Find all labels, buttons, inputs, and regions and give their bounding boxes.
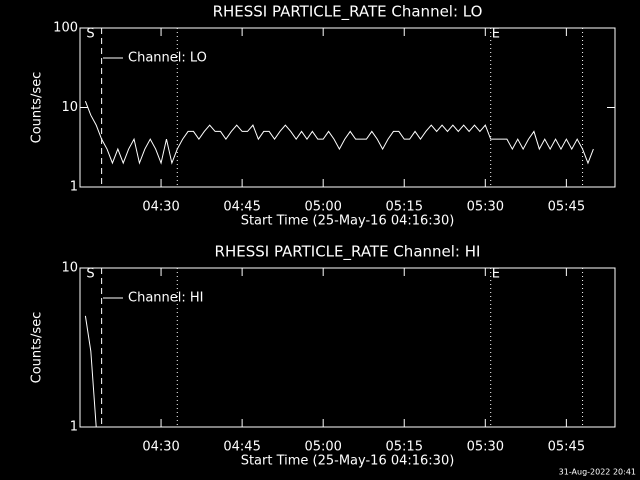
chart-title: RHESSI PARTICLE_RATE Channel: HI xyxy=(215,243,481,262)
y-tick-label: 100 xyxy=(53,21,78,36)
y-axis-label: Counts/sec xyxy=(30,72,45,144)
x-tick-label: 05:45 xyxy=(548,440,585,455)
x-tick-label: 05:00 xyxy=(304,200,341,215)
event-marker: S xyxy=(86,267,94,282)
plot-frame xyxy=(79,267,616,428)
data-line xyxy=(84,315,97,427)
x-tick-label: 05:45 xyxy=(548,200,585,215)
footer-date: 31-Aug-2022 20:41 xyxy=(559,468,636,477)
x-tick-label: 05:30 xyxy=(467,440,504,455)
x-tick-label: 04:45 xyxy=(223,440,260,455)
y-tick-label: 1 xyxy=(70,420,78,435)
event-marker: E xyxy=(492,27,500,42)
y-tick-label: 10 xyxy=(61,100,78,115)
x-tick-label: 04:45 xyxy=(223,200,260,215)
x-tick-label: 05:00 xyxy=(304,440,341,455)
x-tick-label: 05:15 xyxy=(386,440,423,455)
event-marker: E xyxy=(492,267,500,282)
x-tick-label: 05:15 xyxy=(386,200,423,215)
y-tick-label: 10 xyxy=(61,261,78,276)
x-tick-label: 04:30 xyxy=(142,200,179,215)
event-marker: S xyxy=(86,27,94,42)
data-line xyxy=(84,101,594,165)
legend-label: Channel: LO xyxy=(128,51,207,66)
x-axis-label: Start Time (25-May-16 04:16:30) xyxy=(241,214,455,229)
y-tick-label: 1 xyxy=(70,180,78,195)
y-axis-label: Counts/sec xyxy=(30,312,45,384)
x-tick-label: 05:30 xyxy=(467,200,504,215)
x-axis-label: Start Time (25-May-16 04:16:30) xyxy=(241,454,455,469)
x-tick-label: 04:30 xyxy=(142,440,179,455)
chart-title: RHESSI PARTICLE_RATE Channel: LO xyxy=(213,3,483,22)
legend-label: Channel: HI xyxy=(128,291,204,306)
